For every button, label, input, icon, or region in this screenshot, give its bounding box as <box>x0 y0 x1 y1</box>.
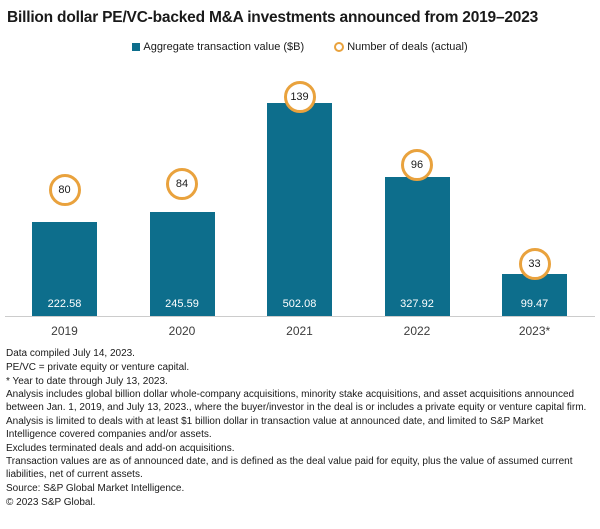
bar-2023 <box>502 274 567 316</box>
footnote-line: Transaction values are as of announced d… <box>6 456 573 481</box>
footnotes: Data compiled July 14, 2023. PE/VC = priv… <box>6 348 595 511</box>
x-axis-label: 2021 <box>286 324 313 338</box>
legend-item-aggregate-value: Aggregate transaction value ($B) <box>132 41 304 53</box>
bar-value-label: 327.92 <box>400 298 434 310</box>
deals-series-swatch-icon <box>334 42 345 52</box>
deal-count-marker: 139 <box>283 81 316 114</box>
x-axis-label: 2022 <box>403 324 431 338</box>
bar-2020 <box>149 212 215 316</box>
bar-2021 <box>267 103 332 316</box>
legend: Aggregate transaction value ($B) Number … <box>0 41 600 53</box>
x-axis-line <box>5 316 595 317</box>
deal-count-marker: 80 <box>48 174 81 206</box>
x-axis-label: 2020 <box>168 324 196 338</box>
bar-value-label: 99.47 <box>520 298 549 310</box>
footnote-line: © 2023 S&P Global. <box>6 496 96 508</box>
footnote-line: Data compiled July 14, 2023. <box>6 348 135 359</box>
bar-series-swatch-icon <box>132 43 141 51</box>
bar-2019 <box>32 222 97 316</box>
footnote-line: Excludes terminated deals and add-on acq… <box>6 442 235 454</box>
bar-2022 <box>384 177 450 316</box>
bar-value-label: 222.58 <box>47 298 82 310</box>
x-axis-label: 2023* <box>518 324 551 338</box>
bar-value-label: 502.08 <box>282 298 317 310</box>
footnote-line: * Year to date through July 13, 2023. <box>6 375 168 387</box>
footnote-line: Source: S&P Global Market Intelligence. <box>6 482 185 494</box>
footnote-line: PE/VC = private equity or venture capita… <box>6 361 190 373</box>
deal-count-marker: 96 <box>401 148 433 181</box>
deal-count-marker: 84 <box>166 167 198 200</box>
footnote-line: Analysis is limited to deals with at lea… <box>6 415 544 440</box>
legend-label-aggregate-value: Aggregate transaction value ($B) <box>143 41 305 53</box>
chart-title: Billion dollar PE/VC-backed M&A investme… <box>7 9 539 26</box>
x-axis-label: 2019 <box>51 324 78 338</box>
deal-count-marker: 33 <box>518 248 551 281</box>
legend-label-number-of-deals: Number of deals (actual) <box>347 41 468 53</box>
bar-value-label: 245.59 <box>165 298 199 310</box>
footnote-line: Analysis includes global billion dollar … <box>6 389 587 414</box>
legend-item-number-of-deals: Number of deals (actual) <box>334 41 468 53</box>
